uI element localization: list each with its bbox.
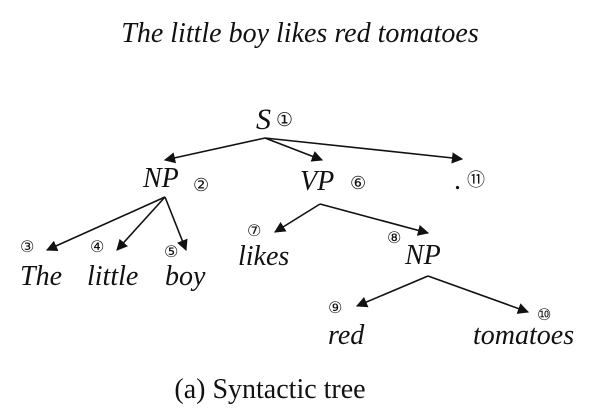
- node-red-number: ⑨: [328, 298, 342, 317]
- node-tomatoes-number: ⑩: [537, 305, 551, 324]
- node-likes-label: likes: [238, 241, 289, 272]
- node-vp-label: VP: [300, 166, 334, 197]
- node-the-number: ③: [20, 237, 34, 256]
- tree-edges: [45, 137, 530, 314]
- node-np1-number: ②: [193, 175, 209, 196]
- node-np1-label: NP: [142, 163, 179, 194]
- node-s-number: ①: [276, 109, 293, 131]
- node-the-label: The: [20, 261, 62, 292]
- edge-np1-boy: [164, 196, 188, 252]
- node-np2-number: ⑧: [387, 228, 401, 247]
- node-vp-number: ⑥: [350, 173, 366, 194]
- node-tomatoes-label: tomatoes: [473, 320, 574, 351]
- sentence-title: The little boy likes red tomatoes: [121, 18, 479, 49]
- edge-s-np1: [163, 137, 266, 164]
- node-boy-number: ⑤: [164, 242, 178, 261]
- node-s-label: S: [256, 103, 271, 136]
- figure-caption: (a) Syntactic tree: [174, 374, 365, 405]
- edge-np2-red: [355, 275, 429, 308]
- node-boy-label: boy: [165, 261, 206, 292]
- edge-s-vp: [264, 137, 324, 162]
- edge-np2-tomatoes: [427, 275, 530, 314]
- node-likes-number: ⑦: [247, 221, 261, 240]
- node-period-number: ⑪: [467, 170, 485, 191]
- edge-np1-the: [45, 196, 166, 251]
- node-np2-label: NP: [404, 240, 441, 271]
- edge-s-period: [264, 137, 464, 164]
- node-little-number: ④: [90, 237, 104, 256]
- node-period-label: .: [454, 165, 461, 196]
- edge-np1-little: [116, 196, 166, 251]
- edge-vp-np2: [319, 203, 430, 236]
- node-red-label: red: [328, 320, 365, 351]
- node-little-label: little: [87, 261, 138, 292]
- edge-vp-likes: [274, 203, 321, 233]
